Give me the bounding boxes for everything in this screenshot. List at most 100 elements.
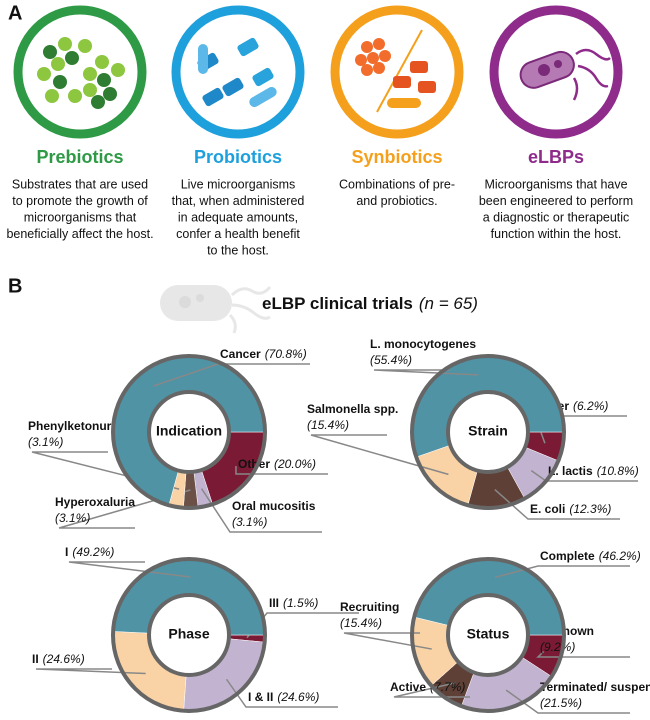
category-icon: [355, 29, 436, 113]
slice-name: Cancer: [220, 347, 261, 361]
icon-cell: [252, 67, 274, 87]
slice-name: Complete: [540, 549, 595, 563]
leader-line: [343, 632, 432, 650]
leader-line: [68, 561, 191, 578]
icon-cell: [418, 81, 436, 93]
icon-cell: [51, 57, 65, 71]
panel-title: eLBP clinical trials (n = 65): [262, 294, 478, 313]
icon-cell: [222, 77, 244, 97]
slice-name: Other: [238, 457, 270, 471]
category-description: and probiotics.: [356, 194, 437, 208]
slice-name: Recruiting: [340, 600, 399, 614]
category-icon: [519, 48, 611, 101]
leader-line: [35, 668, 146, 675]
icon-cell: [373, 38, 385, 50]
leader-line: [225, 678, 338, 708]
category-description: been engineered to perform: [479, 194, 633, 208]
category-description: to the host.: [207, 243, 269, 257]
category-icon: [37, 37, 125, 109]
slice-label: Oral mucositis: [232, 499, 316, 513]
slice-value: (70.8%): [265, 347, 307, 361]
category-title: eLBPs: [528, 147, 584, 167]
slice-name: I: [65, 545, 68, 559]
slice-value: (20.0%): [274, 457, 316, 471]
slice-name: II: [32, 652, 39, 666]
icon-cell: [410, 61, 428, 73]
slice-value: (1.5%): [283, 596, 318, 610]
category-title: Probiotics: [194, 147, 282, 167]
slice-label: Recruiting: [340, 600, 399, 614]
slice-name: Phenylketonuria: [28, 419, 122, 433]
icon-cell: [198, 44, 208, 74]
slice-label: II (24.6%): [32, 652, 85, 666]
slice-label: I (49.2%): [65, 545, 114, 559]
slice-value: (3.1%): [55, 511, 90, 525]
icon-cell: [65, 51, 79, 65]
slice-value: (3.1%): [28, 435, 63, 449]
icon-cell: [379, 50, 391, 62]
category-description: microorganisms that: [24, 210, 137, 224]
slice-value: (15.4%): [307, 418, 349, 432]
category-description: in adequate amounts,: [178, 210, 298, 224]
icon-cell: [43, 45, 57, 59]
icon-cell: [58, 37, 72, 51]
slice-value: (3.1%): [232, 515, 267, 529]
slice-label: Phenylketonuria: [28, 419, 122, 433]
slice-label: L. monocytogenes: [370, 337, 476, 351]
leader-line: [235, 466, 328, 475]
slice-label: Terminated/ suspended: [540, 680, 650, 694]
icon-cell: [91, 95, 105, 109]
leader-line: [153, 363, 310, 387]
icon-cell: [237, 37, 259, 57]
icon-cell: [78, 39, 92, 53]
category-description: Live microorganisms: [181, 177, 296, 191]
category-ring: [171, 5, 305, 139]
icon-flagella: [572, 48, 611, 101]
category-description: that, when administered: [172, 194, 305, 208]
leader-line: [310, 434, 449, 476]
donut-title: Status: [467, 626, 510, 642]
category-ring: [13, 5, 147, 139]
category-icon: [197, 37, 277, 107]
category-description: function within the host.: [491, 227, 622, 241]
donut-hole: [446, 593, 530, 677]
icon-cell: [202, 87, 224, 107]
icon-cell: [37, 67, 51, 81]
icon-gear: [538, 64, 550, 76]
slice-label: Salmonella spp.: [307, 402, 398, 416]
icon-cell: [83, 67, 97, 81]
panel-label: B: [8, 275, 22, 297]
icon-cell: [361, 41, 373, 53]
leader-line: [494, 489, 620, 520]
slice-name: Oral mucositis: [232, 499, 316, 513]
slice-label: L. lactis (10.8%): [548, 464, 639, 478]
leader-line: [494, 565, 630, 579]
leader-line: [536, 650, 630, 658]
slice-value: (15.4%): [340, 616, 382, 630]
donut-title: Indication: [156, 423, 222, 439]
donut-hole: [147, 593, 231, 677]
category-description: Microorganisms that have: [484, 177, 627, 191]
slice-value: (6.2%): [573, 399, 608, 413]
slice-value: (10.8%): [597, 464, 639, 478]
slice-value: (21.5%): [540, 696, 582, 710]
panel-label: A: [8, 2, 22, 24]
slice-label: Complete (46.2%): [540, 549, 641, 563]
slice-name: E. coli: [530, 502, 565, 516]
slice-label: Other (20.0%): [238, 457, 316, 471]
icon-gear: [554, 60, 562, 68]
slice-value: (49.2%): [72, 545, 114, 559]
subtitle-text: (n = 65): [419, 294, 478, 313]
icon-cell: [97, 73, 111, 87]
icon-cell: [367, 52, 379, 64]
icon-cell: [68, 89, 82, 103]
slice-name: Active: [390, 680, 426, 694]
category-description: Substrates that are used: [12, 177, 148, 191]
bacterium-icon: [160, 285, 272, 334]
icon-cell: [83, 83, 97, 97]
leader-line: [58, 489, 191, 529]
leader-line: [505, 689, 630, 714]
category-description: beneficially affect the host.: [6, 227, 153, 241]
icon-cell: [45, 89, 59, 103]
donut-title: Phase: [168, 626, 209, 642]
